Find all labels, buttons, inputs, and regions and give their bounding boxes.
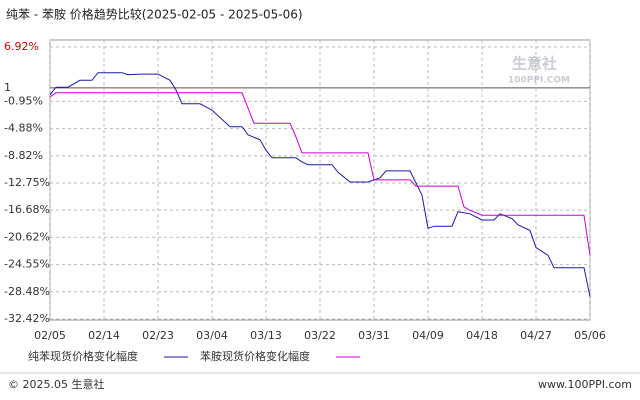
x-tick-label: 05/06 <box>574 329 606 342</box>
y-tick-label: 6.92% <box>4 40 39 53</box>
series-line <box>49 72 591 297</box>
y-tick-label: -0.95% <box>4 94 43 107</box>
x-tick-label: 02/14 <box>88 329 120 342</box>
y-tick-label: -28.48% <box>4 285 50 298</box>
y-tick-label: 1 <box>4 81 11 94</box>
footer-left: © 2025.05 生意社 <box>8 377 104 391</box>
series-line <box>49 92 591 256</box>
y-tick-label: -24.55% <box>4 258 50 271</box>
legend-label: 纯苯现货价格变化幅度 <box>28 349 138 363</box>
footer-right: www.100PPI.com <box>538 378 632 391</box>
legend-label: 苯胺现货价格变化幅度 <box>200 349 310 363</box>
x-tick-label: 03/31 <box>358 329 390 342</box>
y-tick-label: -4.88% <box>4 122 43 135</box>
x-tick-label: 04/09 <box>412 329 444 342</box>
x-tick-label: 04/18 <box>466 329 498 342</box>
watermark: 生意社 <box>512 55 557 73</box>
x-tick-label: 03/22 <box>304 329 336 342</box>
y-tick-label: -20.62% <box>4 230 50 243</box>
watermark: 100PPI.COM <box>508 76 570 86</box>
y-tick-label: -12.75% <box>4 176 50 189</box>
y-tick-label: -8.82% <box>4 149 43 162</box>
y-tick-label: -16.68% <box>4 203 50 216</box>
chart-title: 纯苯 - 苯胺 价格趋势比较(2025-02-05 - 2025-05-06) <box>6 7 303 22</box>
x-tick-label: 03/04 <box>196 329 228 342</box>
y-tick-label: -32.42% <box>4 312 50 325</box>
x-tick-label: 02/23 <box>142 329 174 342</box>
x-tick-label: 02/05 <box>34 329 66 342</box>
x-tick-label: 03/13 <box>250 329 282 342</box>
x-tick-label: 04/27 <box>520 329 552 342</box>
